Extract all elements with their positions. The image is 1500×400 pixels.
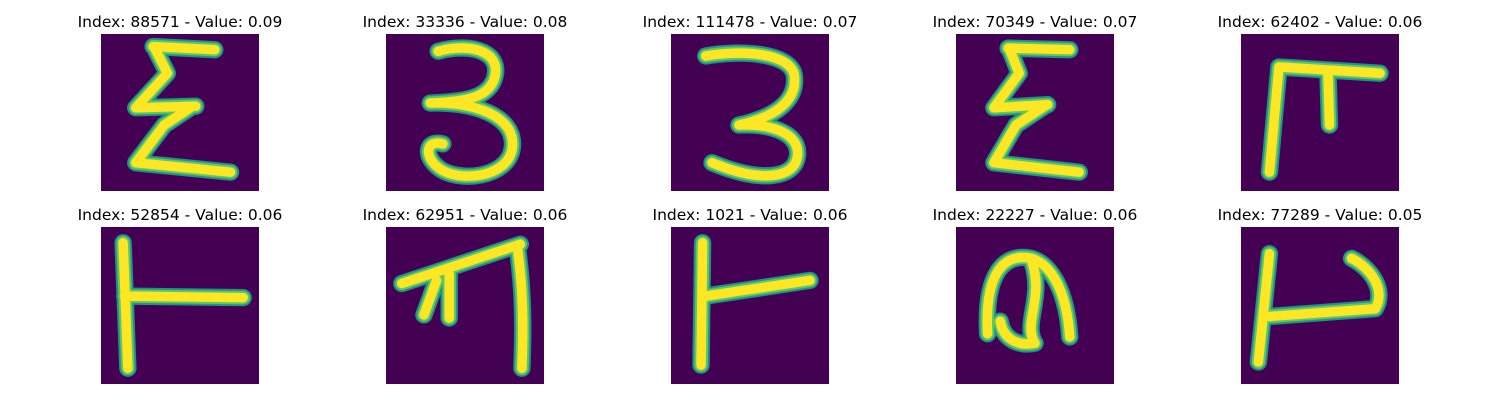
- sample-image: [671, 227, 829, 384]
- sample-tile: Index: 70349 - Value: 0.07: [890, 10, 1180, 200]
- sample-image: [956, 34, 1114, 191]
- sample-image: [386, 227, 544, 384]
- sample-image: [386, 34, 544, 191]
- sample-image: [101, 227, 259, 384]
- sample-title: Index: 77289 - Value: 0.05: [1217, 206, 1423, 224]
- sample-tile: Index: 88571 - Value: 0.09: [35, 10, 325, 200]
- sample-tile: Index: 33336 - Value: 0.08: [320, 10, 610, 200]
- sample-tile: Index: 62402 - Value: 0.06: [1175, 10, 1465, 200]
- sample-image: [1241, 227, 1399, 384]
- sample-image: [956, 227, 1114, 384]
- sample-tile: Index: 52854 - Value: 0.06: [35, 203, 325, 393]
- sample-tile: Index: 77289 - Value: 0.05: [1175, 203, 1465, 393]
- sample-title: Index: 62951 - Value: 0.06: [362, 206, 568, 224]
- sample-title: Index: 52854 - Value: 0.06: [77, 206, 283, 224]
- sample-tile: Index: 111478 - Value: 0.07: [605, 10, 895, 200]
- sample-image: [101, 34, 259, 191]
- sample-title: Index: 33336 - Value: 0.08: [362, 13, 568, 31]
- sample-tile: Index: 62951 - Value: 0.06: [320, 203, 610, 393]
- sample-title: Index: 88571 - Value: 0.09: [77, 13, 283, 31]
- sample-title: Index: 22227 - Value: 0.06: [932, 206, 1138, 224]
- sample-tile: Index: 1021 - Value: 0.06: [605, 203, 895, 393]
- sample-title: Index: 62402 - Value: 0.06: [1217, 13, 1423, 31]
- sample-tile: Index: 22227 - Value: 0.06: [890, 203, 1180, 393]
- sample-image: [1241, 34, 1399, 191]
- sample-title: Index: 111478 - Value: 0.07: [642, 13, 858, 31]
- sample-title: Index: 70349 - Value: 0.07: [932, 13, 1138, 31]
- sample-title: Index: 1021 - Value: 0.06: [652, 206, 848, 224]
- sample-image: [671, 34, 829, 191]
